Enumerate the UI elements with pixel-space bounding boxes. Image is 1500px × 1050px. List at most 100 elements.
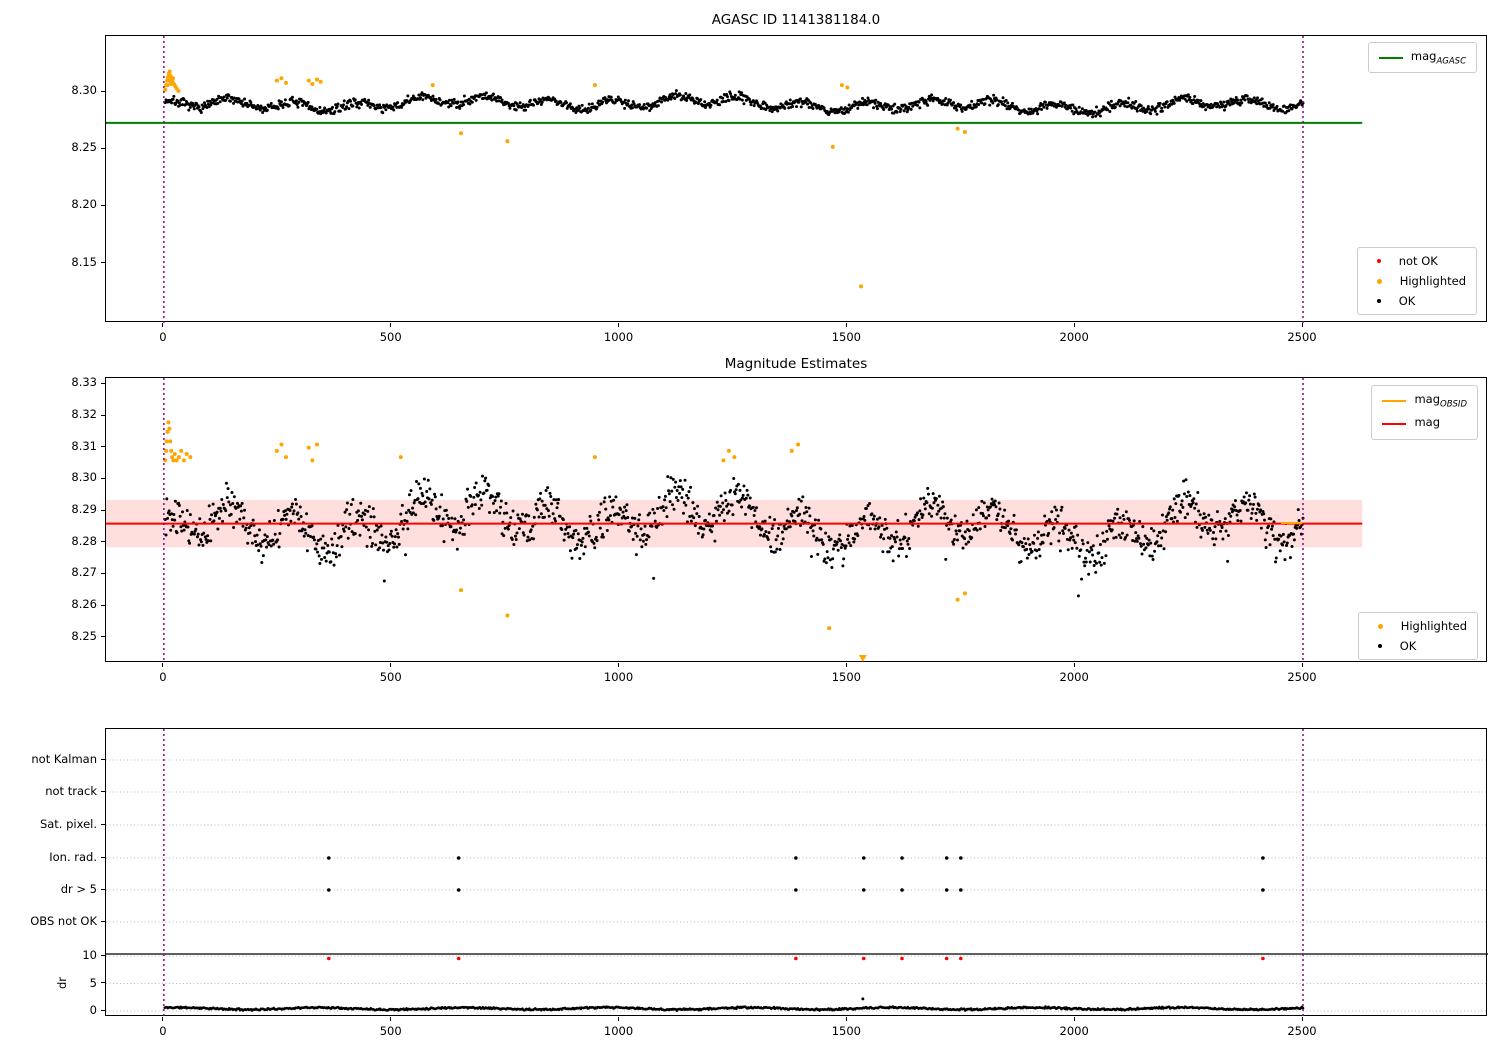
y-tick-label: 8.25 [71,628,97,643]
y-tick-mark [101,147,105,149]
x-tick-mark [618,663,620,667]
legend-item-ok-2: OK [1369,639,1467,653]
y-tick-label: 8.15 [71,254,97,269]
y-tick-label: 8.29 [71,502,97,516]
dr-tick-mark [101,982,105,983]
y-tick-label: 8.25 [71,140,97,155]
legend-item-highlighted-2: Highlighted [1369,619,1467,633]
mag-line-sample [1382,422,1407,425]
x-tick-label: 500 [379,670,402,684]
x-tick-label: 1000 [603,330,634,344]
x-tick-label: 2500 [1287,1024,1317,1038]
flag-tick-mark [101,823,105,825]
dr-axis-label: dr [55,976,70,990]
flag-label-sat-pixel: Sat. pixel. [39,817,97,831]
y-tick-mark [101,509,105,511]
x-tick-mark [162,663,164,667]
x-tick-label: 2000 [1059,330,1089,344]
flag-label-ion-rad: Ion. rad. [49,850,97,864]
flag-tick-mark [101,856,105,858]
y-tick-label: 8.27 [71,565,97,580]
x-tick-label: 1500 [831,670,861,684]
y-tick-mark [101,90,105,92]
flags-dr-panel [105,728,1488,1017]
x-tick-mark [162,1017,164,1021]
x-tick-mark [618,1017,620,1021]
ok-marker-sample [1376,299,1381,303]
legend-label-ok: OK [1398,294,1416,308]
x-tick-mark [1301,323,1303,327]
legend-label-not-ok: not OK [1398,254,1438,268]
y-tick-label: 8.32 [71,407,97,421]
highlighted-marker-sample-2 [1377,623,1383,629]
x-tick-label: 2500 [1287,330,1317,344]
not-ok-marker-sample [1376,259,1381,263]
flag-tick-mark [101,758,105,760]
dr-tick-10: 10 [82,948,97,962]
x-tick-label: 500 [379,1024,402,1038]
chart2-legend-markers: Highlighted OK [1357,612,1478,660]
dr-tick-5: 5 [89,976,97,990]
x-tick-mark [1073,1017,1075,1021]
chart1-title: AGASC ID 1141381184.0 [711,12,881,28]
x-tick-label: 500 [379,330,402,344]
y-tick-label: 8.31 [71,438,97,453]
legend-item-mag: mag [1382,415,1467,432]
y-tick-label: 8.20 [71,197,97,212]
y-tick-label: 8.33 [71,375,97,390]
highlighted-marker-sample [1376,278,1382,284]
y-tick-label: 8.30 [71,83,97,98]
x-tick-mark [845,663,847,667]
y-tick-mark [101,204,105,206]
x-tick-label: 0 [159,330,167,344]
flag-label-not-track: not track [45,784,97,798]
y-tick-mark [101,636,105,638]
y-tick-label: 8.30 [71,470,97,485]
chart2-legend-lines: magOBSID mag [1371,385,1478,440]
legend-label-ok-2: OK [1399,639,1417,653]
x-tick-label: 2000 [1059,1024,1089,1038]
x-tick-mark [845,323,847,327]
legend-item-ok: OK [1368,294,1466,308]
x-tick-label: 1000 [603,1024,634,1038]
flag-tick-mark [101,790,105,792]
y-tick-mark [101,382,105,384]
chart2-title: Magnitude Estimates [724,356,868,372]
dr-tick-0: 0 [89,1003,97,1017]
x-tick-mark [845,1017,847,1021]
flag-tick-mark [101,920,105,922]
x-tick-mark [1073,323,1075,327]
y-tick-label: 8.26 [71,597,97,611]
y-tick-mark [101,541,105,543]
x-tick-mark [390,323,392,327]
magnitude-estimates-panel [105,377,1487,663]
y-tick-mark [101,414,105,416]
flag-label-not-kalman: not Kalman [31,752,97,766]
x-tick-label: 1000 [603,670,634,684]
dr-tick-mark [101,1009,105,1011]
flag-label-dr-gt-5: dr > 5 [60,882,97,896]
x-tick-mark [1073,663,1075,667]
x-tick-mark [162,323,164,327]
flag-label-obs-not-ok: OBS not OK [30,914,97,928]
x-tick-mark [1301,663,1303,667]
x-tick-mark [1301,1017,1303,1021]
x-tick-label: 1500 [831,330,861,344]
legend-item-mag-obsid: magOBSID [1382,392,1467,409]
x-tick-label: 2500 [1287,670,1317,684]
y-tick-mark [101,262,105,264]
y-tick-label: 8.28 [71,533,97,548]
dr-tick-mark [101,954,105,956]
x-tick-label: 2000 [1059,670,1089,684]
legend-label-highlighted-2: Highlighted [1400,619,1467,633]
legend-label-mag-agasc: magAGASC [1410,49,1466,67]
obsid-line-sample [1382,399,1407,402]
y-tick-mark [101,572,105,574]
y-tick-mark [101,604,105,606]
flag-tick-mark [101,888,105,890]
y-tick-mark [101,446,105,448]
agasc-line-sample [1378,56,1403,59]
x-tick-label: 0 [159,670,167,684]
x-tick-label: 1500 [831,1024,861,1038]
